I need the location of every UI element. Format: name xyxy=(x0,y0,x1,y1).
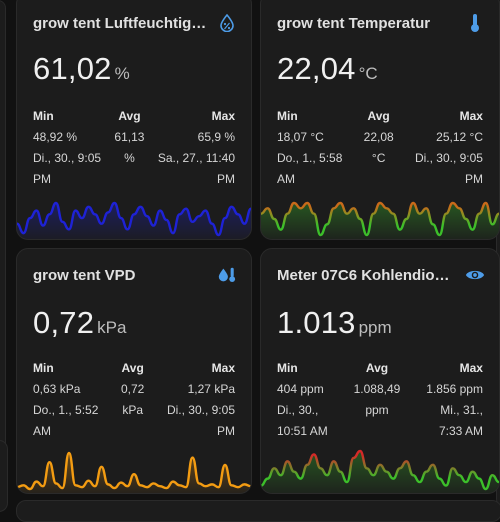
neighbor-card-fragment xyxy=(16,500,500,522)
vpd-sensor-card[interactable]: grow tent VPD 0,72 kPa Min 0,63 kPa Do.,… xyxy=(16,248,252,494)
state-unit: % xyxy=(114,64,130,83)
sparkline xyxy=(17,451,251,493)
neighbor-card-fragment xyxy=(0,440,8,512)
stat-min: Min 18,07 °C Do., 1., 5:58 AM xyxy=(277,109,343,186)
sparkline xyxy=(261,449,499,493)
sparkline xyxy=(261,201,499,239)
sparkline-area xyxy=(17,453,251,493)
state-unit: °C xyxy=(358,64,378,83)
stat-max: Max 65,9 % Sa., 27., 11:40 PM xyxy=(157,109,235,186)
humidity-sensor-card[interactable]: grow tent Luftfeuchtig… 61,02 % Min 48,9… xyxy=(16,0,252,240)
card-title: grow tent VPD xyxy=(33,266,136,284)
stat-max: Max 1,27 kPa Di., 30., 9:05 PM xyxy=(166,361,235,438)
state-value: 0,72 xyxy=(33,305,95,340)
sparkline-area xyxy=(261,451,499,493)
co2-sensor-card[interactable]: Meter 07C6 Kohlendio… 1.013 ppm Min 404 … xyxy=(260,248,500,494)
stat-max: Max 25,12 °C Di., 30., 9:05 PM xyxy=(414,109,483,186)
sparkline xyxy=(17,201,251,239)
thermometer-icon[interactable] xyxy=(465,13,485,33)
neighbor-card-fragment xyxy=(0,0,6,507)
stat-avg: Avg 0,72 kPa xyxy=(120,361,145,417)
sparkline-line xyxy=(261,449,499,491)
sparkline-line xyxy=(261,201,499,237)
state-unit: kPa xyxy=(97,318,127,337)
history-graph[interactable] xyxy=(261,447,499,493)
sparkline-line xyxy=(17,451,251,491)
sparkline-area xyxy=(17,203,251,239)
water-percent-icon[interactable] xyxy=(217,13,237,33)
state-value: 22,04 xyxy=(277,51,356,86)
sparkline-line xyxy=(17,201,251,237)
card-title: Meter 07C6 Kohlendio… xyxy=(277,266,450,284)
water-thermometer-icon[interactable] xyxy=(217,265,237,285)
stat-min: Min 0,63 kPa Do., 1., 5:52 AM xyxy=(33,361,99,438)
stat-avg: Avg 1.088,49 ppm xyxy=(353,361,401,417)
state-value: 61,02 xyxy=(33,51,112,86)
stat-min: Min 48,92 % Di., 30., 9:05 PM xyxy=(33,109,102,186)
history-graph[interactable] xyxy=(261,199,499,239)
state-value: 1.013 xyxy=(277,305,356,340)
history-graph[interactable] xyxy=(17,449,251,493)
card-title: grow tent Temperatur xyxy=(277,14,431,32)
stat-min: Min 404 ppm Di., 30., 10:51 AM xyxy=(277,361,328,438)
stat-avg: Avg 22,08 °C xyxy=(363,109,394,165)
history-graph[interactable] xyxy=(17,199,251,239)
stat-max: Max 1.856 ppm Mi., 31., 7:33 AM xyxy=(426,361,483,438)
sparkline-area xyxy=(261,203,499,239)
eye-icon[interactable] xyxy=(465,265,485,285)
card-title: grow tent Luftfeuchtig… xyxy=(33,14,207,32)
stat-avg: Avg 61,13 % xyxy=(114,109,145,165)
temperature-sensor-card[interactable]: grow tent Temperatur 22,04 °C Min 18,07 … xyxy=(260,0,500,240)
state-unit: ppm xyxy=(358,318,392,337)
